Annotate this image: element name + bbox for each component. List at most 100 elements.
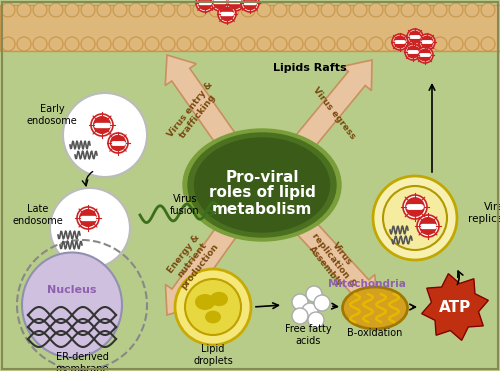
Circle shape (405, 44, 421, 60)
Circle shape (481, 37, 495, 51)
Circle shape (305, 3, 319, 17)
Circle shape (337, 37, 351, 51)
Circle shape (241, 37, 255, 51)
Text: Pro-viral: Pro-viral (225, 170, 299, 184)
Circle shape (420, 36, 434, 49)
Text: Lipids Rafts: Lipids Rafts (273, 63, 347, 73)
Circle shape (161, 3, 175, 17)
Circle shape (306, 286, 322, 302)
Ellipse shape (195, 294, 215, 310)
Circle shape (79, 209, 97, 227)
Circle shape (65, 37, 79, 51)
Circle shape (449, 3, 463, 17)
Circle shape (257, 37, 271, 51)
Text: Virus egress: Virus egress (311, 85, 357, 141)
Text: roles of lipid: roles of lipid (208, 186, 316, 200)
Circle shape (193, 37, 207, 51)
Circle shape (392, 34, 408, 50)
Circle shape (241, 3, 255, 17)
Circle shape (145, 3, 159, 17)
Ellipse shape (183, 129, 341, 241)
Circle shape (314, 295, 330, 311)
Circle shape (209, 37, 223, 51)
Circle shape (113, 37, 127, 51)
Circle shape (289, 37, 303, 51)
Ellipse shape (188, 133, 336, 237)
Text: Mitochondria: Mitochondria (328, 279, 406, 289)
Circle shape (17, 3, 31, 17)
Circle shape (17, 37, 31, 51)
Text: metabolism: metabolism (212, 201, 312, 217)
Circle shape (481, 3, 495, 17)
Circle shape (401, 37, 415, 51)
Polygon shape (422, 274, 488, 340)
Circle shape (113, 3, 127, 17)
Circle shape (373, 176, 457, 260)
Circle shape (161, 37, 175, 51)
Circle shape (403, 195, 427, 219)
Text: ATP: ATP (439, 299, 471, 315)
Circle shape (129, 37, 143, 51)
Circle shape (77, 207, 99, 229)
Circle shape (108, 133, 128, 153)
Text: Viral
replication: Viral replication (468, 202, 500, 224)
Polygon shape (279, 200, 377, 305)
Circle shape (97, 37, 111, 51)
Circle shape (418, 49, 432, 62)
Circle shape (175, 269, 251, 345)
Circle shape (353, 37, 367, 51)
Circle shape (417, 37, 431, 51)
Circle shape (292, 308, 308, 324)
Circle shape (419, 34, 435, 50)
Circle shape (129, 3, 143, 17)
Circle shape (449, 37, 463, 51)
Text: Early
endosome: Early endosome (26, 104, 78, 126)
Text: Lipid
droplets: Lipid droplets (193, 344, 233, 366)
Polygon shape (166, 204, 251, 315)
Ellipse shape (210, 292, 228, 306)
Circle shape (177, 37, 191, 51)
Text: Late
endosome: Late endosome (12, 204, 64, 226)
Polygon shape (165, 55, 253, 171)
Circle shape (417, 215, 439, 237)
Circle shape (81, 37, 95, 51)
Circle shape (1, 37, 15, 51)
Circle shape (193, 3, 207, 17)
Circle shape (369, 3, 383, 17)
Circle shape (93, 116, 111, 134)
Circle shape (433, 37, 447, 51)
Circle shape (226, 0, 244, 11)
FancyBboxPatch shape (0, 5, 500, 51)
Circle shape (383, 186, 447, 250)
Circle shape (65, 3, 79, 17)
Circle shape (242, 0, 258, 10)
Ellipse shape (194, 138, 330, 232)
Circle shape (212, 0, 228, 9)
Circle shape (419, 217, 437, 235)
Circle shape (408, 30, 422, 43)
Circle shape (225, 3, 239, 17)
Polygon shape (276, 60, 372, 174)
Ellipse shape (205, 311, 221, 324)
Text: Virus entry &
trafficking: Virus entry & trafficking (166, 81, 222, 146)
Circle shape (177, 3, 191, 17)
Ellipse shape (342, 287, 407, 329)
Circle shape (50, 188, 130, 268)
Circle shape (196, 0, 214, 12)
Circle shape (1, 3, 15, 17)
Ellipse shape (22, 253, 122, 358)
Text: ER-derived
membrane: ER-derived membrane (55, 352, 109, 371)
Circle shape (321, 3, 335, 17)
Circle shape (211, 0, 229, 11)
Circle shape (273, 3, 287, 17)
Circle shape (209, 3, 223, 17)
Text: B-oxidation: B-oxidation (348, 328, 403, 338)
Circle shape (407, 29, 423, 45)
Circle shape (49, 37, 63, 51)
Circle shape (185, 279, 241, 335)
Circle shape (308, 312, 324, 328)
Circle shape (145, 37, 159, 51)
Text: Energy &
nutrient
production: Energy & nutrient production (163, 229, 221, 291)
Circle shape (218, 5, 236, 23)
Circle shape (353, 3, 367, 17)
